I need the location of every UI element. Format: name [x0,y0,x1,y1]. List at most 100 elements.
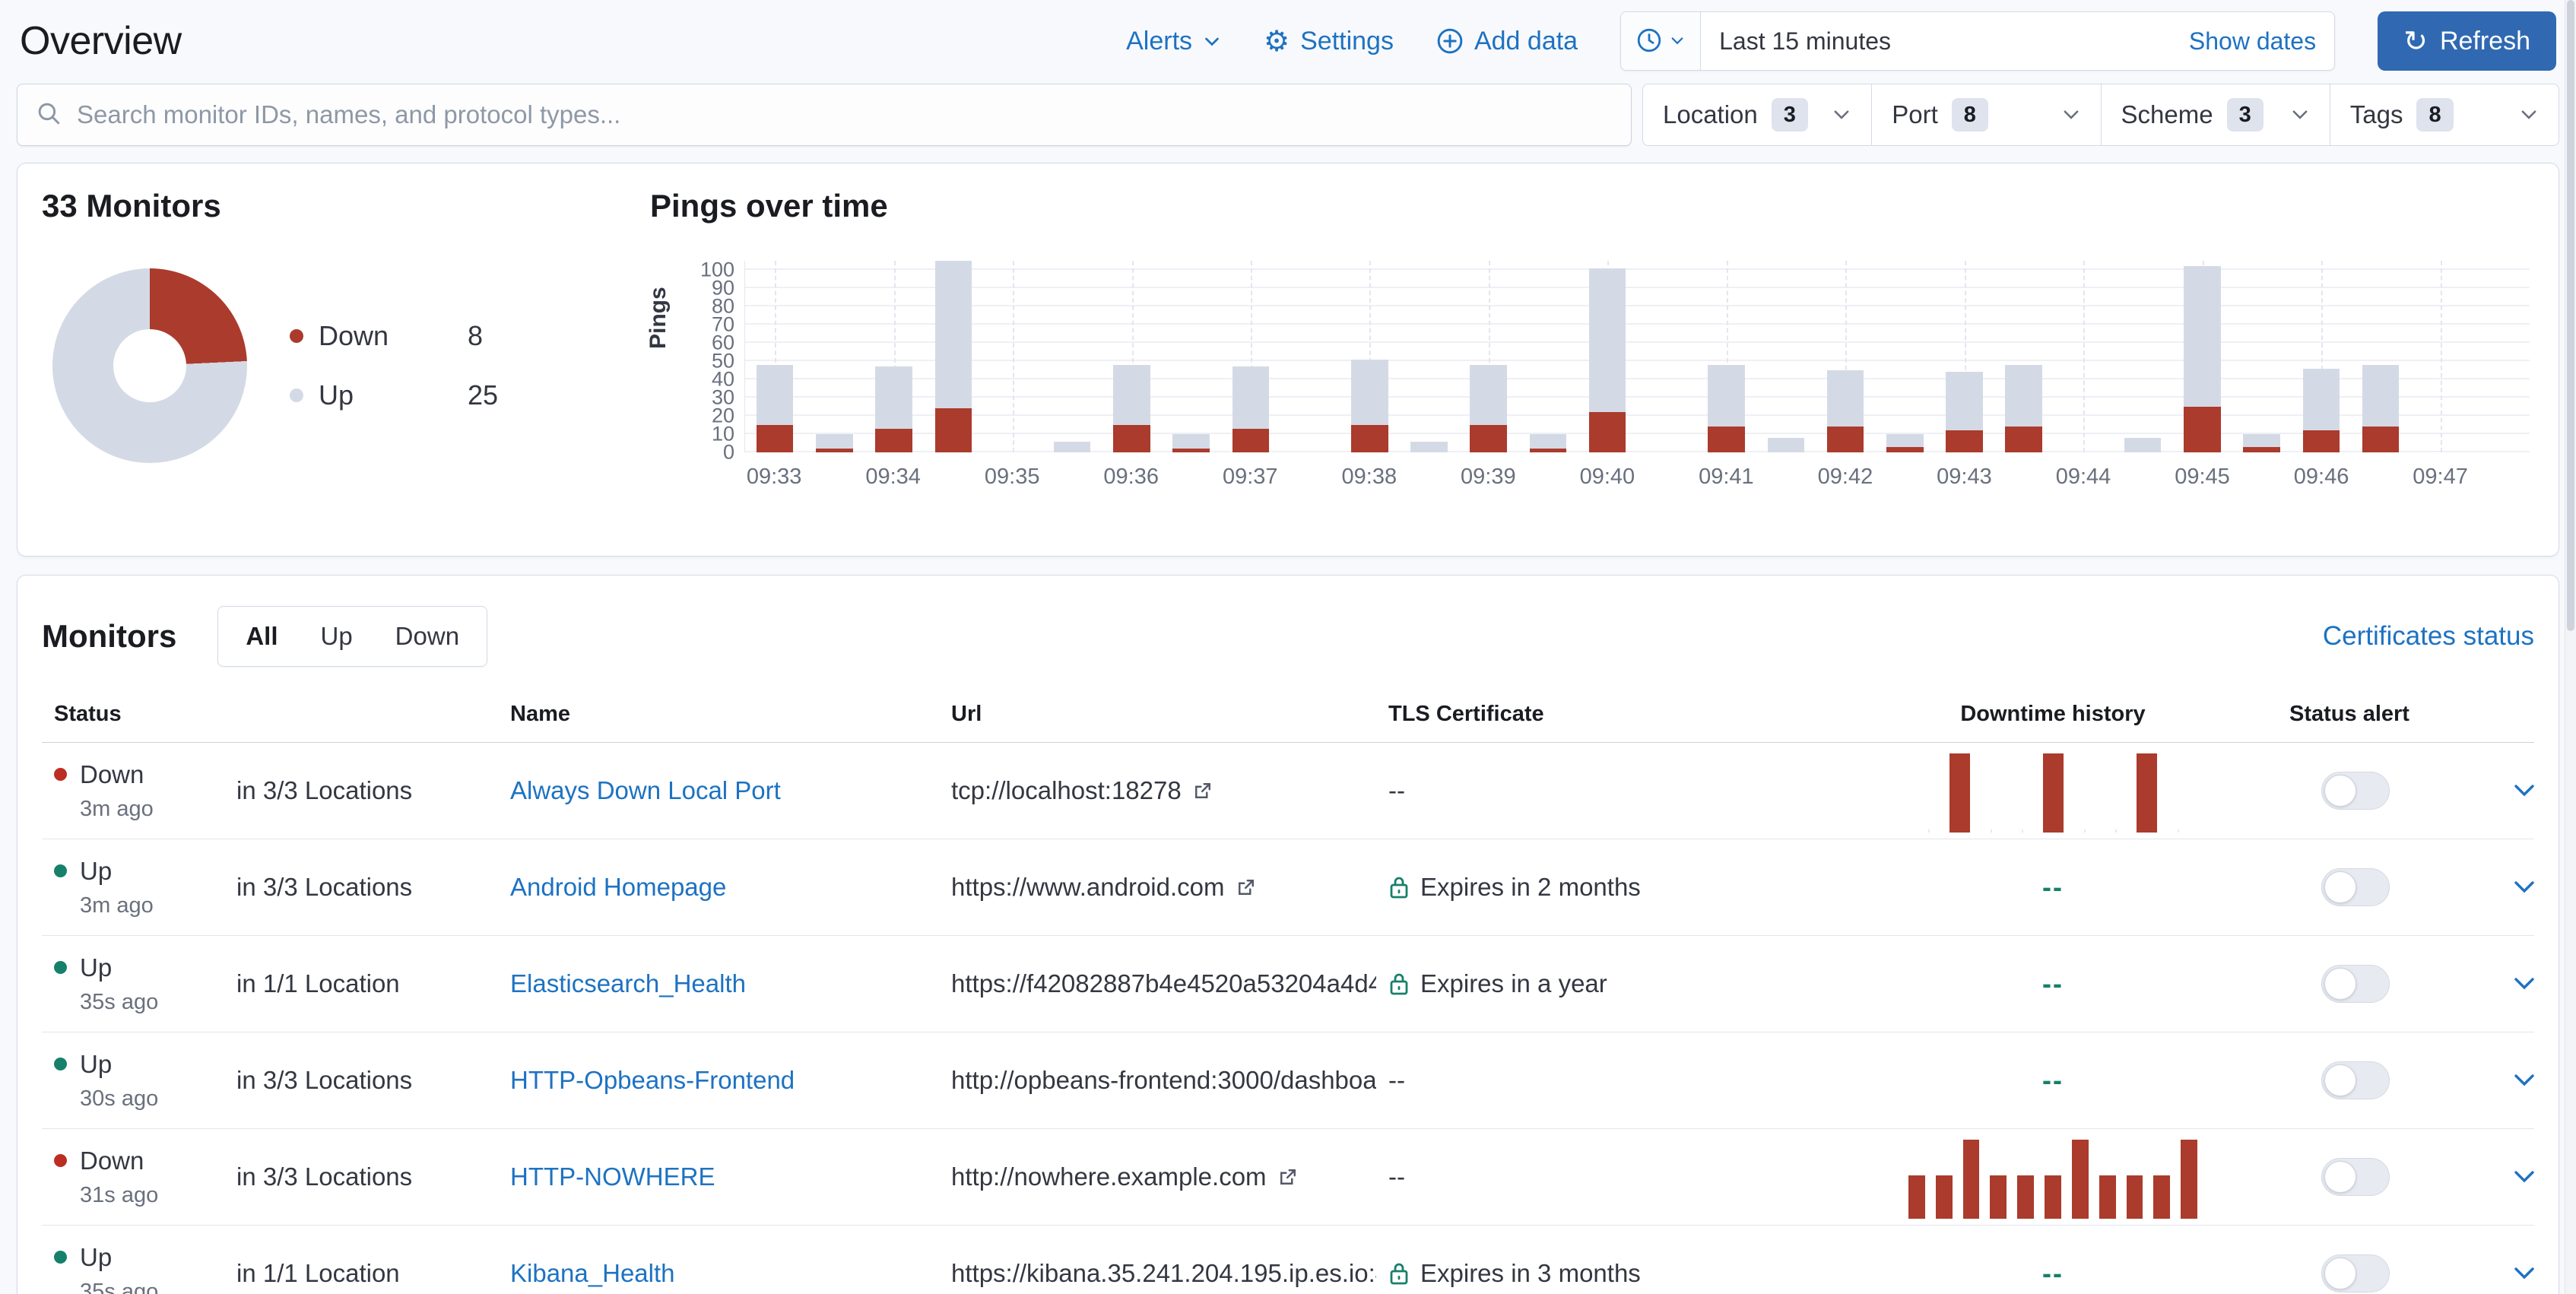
filter-tags[interactable]: Tags 8 [2329,84,2559,145]
expand-row-cell [2501,773,2534,809]
pings-bar-slot [1578,261,1637,452]
monitors-snapshot: 33 Monitors Down 8 Up 25 [42,188,650,531]
pings-bar-slot [1994,261,2054,452]
expand-row-button[interactable] [2508,773,2535,809]
monitors-header: Monitors All Up Down Certificates status [42,606,2534,667]
pings-bar [1113,364,1150,452]
expand-row-button[interactable] [2508,1159,2535,1195]
monitor-name-link[interactable]: Android Homepage [510,873,727,901]
pings-bar [2243,434,2280,452]
monitor-url[interactable]: tcp://localhost:18278 [951,776,1182,804]
tls-certificate-cell: -- [1376,776,1908,805]
expand-row-cell [2501,1256,2534,1292]
pings-bar-down-segment [2302,430,2340,452]
y-tick-label: 50 [711,349,734,373]
status-alert-toggle[interactable] [2321,1158,2390,1196]
column-header-url: Url [951,702,982,726]
donut-legend: Down 8 Up 25 [290,320,498,411]
monitor-name-link[interactable]: Elasticsearch_Health [510,969,746,997]
expand-row-cell [2501,966,2534,1002]
monitor-name-link[interactable]: HTTP-Opbeans-Frontend [510,1066,795,1094]
tls-certificate-value: -- [1388,1066,1405,1094]
pings-bar-slot [924,261,983,452]
monitor-name-link[interactable]: HTTP-NOWHERE [510,1162,715,1191]
filter-group: Location 3 Port 8 Scheme 3 Tags 8 [1642,84,2559,146]
column-header-name: Name [510,702,570,726]
expand-row-button[interactable] [2508,1256,2535,1292]
status-alert-toggle[interactable] [2321,1254,2390,1292]
downtime-bar [1962,1140,1980,1219]
monitor-name-link[interactable]: Always Down Local Port [510,776,781,804]
x-tick-label: 09:45 [2175,465,2230,489]
monitor-name-link[interactable]: Kibana_Health [510,1259,675,1287]
downtime-bar [1949,753,1970,833]
x-tick-label: 09:40 [1579,465,1635,489]
certificates-status-link[interactable]: Certificates status [2322,621,2534,651]
search-input[interactable] [77,100,1613,129]
pings-bar [1410,441,1448,452]
refresh-icon: ↻ [2403,24,2428,58]
status-alert-toggle[interactable] [2321,868,2390,906]
x-tick-label: 09:37 [1222,465,1278,489]
filter-location[interactable]: Location 3 [1643,84,1871,145]
pings-bar-slot [983,261,1042,452]
downtime-gridline [2115,829,2117,833]
pings-bar-slot [1340,261,1399,452]
tab-up[interactable]: Up [299,607,373,666]
time-range-display[interactable]: Last 15 minutes Show dates [1701,12,2334,70]
filter-left: Port 8 [1892,97,1988,132]
monitor-status: Down 31s ago [42,1147,224,1208]
expand-row-button[interactable] [2508,966,2535,1002]
tab-down[interactable]: Down [374,607,481,666]
pings-bar [2184,266,2221,452]
vertical-scrollbar[interactable] [2565,0,2576,1294]
add-data-button[interactable]: Add data [1436,27,1578,56]
status-alert-cell [2197,965,2501,1003]
filter-left: Tags 8 [2350,97,2454,132]
x-gridline [1964,261,1966,452]
tab-all[interactable]: All [224,607,299,666]
scrollbar-thumb[interactable] [2567,0,2574,631]
pings-bar-slot [2292,261,2351,452]
status-alert-toggle[interactable] [2321,965,2390,1003]
y-tick-label: 70 [711,312,734,336]
status-dot-down [54,768,67,781]
monitor-url: http://opbeans-frontend:3000/dashboar... [951,1066,1376,1094]
monitor-name-cell: HTTP-Opbeans-Frontend [498,1066,939,1095]
monitor-url[interactable]: https://www.android.com [951,873,1225,901]
pings-bar-down-segment [875,428,912,452]
legend-label: Up [319,379,354,411]
filter-port[interactable]: Port 8 [1871,84,2100,145]
legend-item-down: Down 8 [290,320,498,352]
status-label: Down [80,760,144,788]
x-gridline [1131,261,1134,452]
downtime-bar [2136,753,2157,833]
external-link-icon [1277,1166,1299,1188]
settings-button[interactable]: ⚙ Settings [1264,27,1394,56]
show-dates-link[interactable]: Show dates [2188,27,2317,55]
x-tick-label: 09:35 [984,465,1040,489]
downtime-gridline [2084,829,2086,833]
pings-bar [2124,437,2162,452]
monitor-status: Down 3m ago [42,760,224,822]
time-range-value[interactable]: Last 15 minutes [1719,27,1891,55]
expand-row-button[interactable] [2508,1063,2535,1099]
monitor-name-cell: HTTP-NOWHERE [498,1162,939,1191]
pings-bar-down-segment [1232,428,1270,452]
alerts-menu-button[interactable]: Alerts [1126,27,1221,56]
pings-bar-slot [1875,261,1934,452]
lock-icon [1388,1261,1410,1286]
status-alert-toggle[interactable] [2321,1061,2390,1099]
quick-select-time-button[interactable] [1621,12,1702,70]
filter-count-badge: 8 [1951,97,1988,132]
refresh-button[interactable]: ↻ Refresh [2378,11,2556,71]
plus-circle-icon [1436,27,1464,55]
expand-row-button[interactable] [2508,870,2535,905]
pings-bar [1470,364,1507,452]
status-alert-toggle[interactable] [2321,772,2390,810]
toggle-knob [2324,775,2356,807]
pings-bar-slot [1459,261,1518,452]
filter-scheme[interactable]: Scheme 3 [2100,84,2330,145]
monitor-url[interactable]: http://nowhere.example.com [951,1162,1267,1191]
monitor-name-cell: Elasticsearch_Health [498,969,939,998]
